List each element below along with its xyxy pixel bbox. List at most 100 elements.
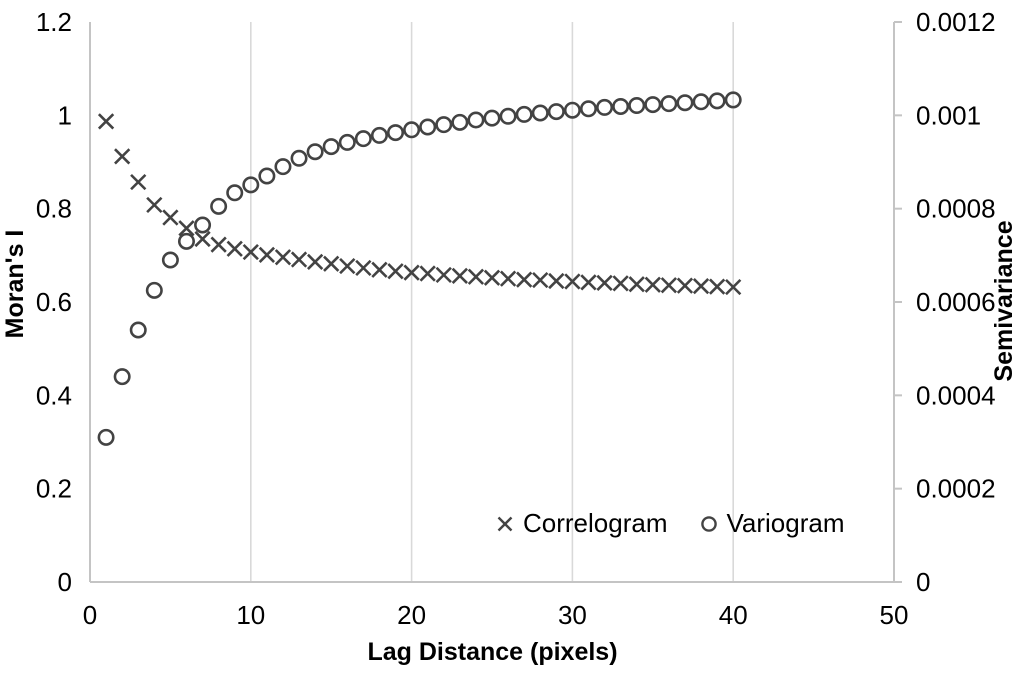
variogram-point (419, 118, 437, 136)
variogram-point (692, 93, 710, 111)
variogram-point (226, 184, 244, 202)
correlogram-point (564, 273, 581, 290)
x-axis-tick-label: 10 (236, 600, 265, 630)
variogram-point (612, 97, 630, 115)
right-axis-tick-label: 0.0002 (916, 474, 996, 504)
variogram-point (596, 98, 614, 116)
variogram-point (177, 232, 195, 250)
correlogram-point (210, 236, 227, 253)
variogram-point (113, 368, 131, 386)
right-axis-tick-label: 0.0004 (916, 380, 996, 410)
variogram-point (499, 107, 517, 125)
correlogram-point (644, 276, 661, 293)
correlogram-point (403, 264, 420, 281)
variogram-point (322, 138, 340, 156)
left-axis-tick-label: 0.8 (36, 194, 72, 224)
variogram-point (354, 130, 372, 148)
circle-marker-icon (700, 515, 717, 532)
right-axis-tick-label: 0 (916, 567, 930, 597)
legend-item-variogram: Variogram (698, 508, 845, 539)
correlogram-point (532, 271, 549, 289)
correlogram-point (162, 209, 179, 226)
x-axis-title: Lag Distance (pixels) (367, 638, 618, 666)
left-axis-title: Moran's I (1, 229, 29, 339)
variogram-point (210, 197, 228, 215)
right-axis-tick-label: 0.0006 (916, 287, 996, 317)
correlogram-point (146, 196, 163, 214)
variogram-point (531, 104, 549, 122)
variogram-point (467, 111, 485, 129)
correlogram-point (548, 272, 565, 290)
left-axis-tick-label: 0.4 (36, 380, 72, 410)
x-marker-icon (497, 516, 513, 531)
variogram-point (194, 216, 212, 234)
left-axis-tick-label: 0 (58, 567, 72, 597)
left-axis-tick-label: 1 (58, 100, 72, 130)
correlogram-point (194, 230, 211, 248)
correlogram-point (258, 246, 275, 263)
variogram-point (724, 91, 742, 109)
variogram-point (370, 126, 388, 144)
variogram-point (258, 167, 276, 185)
x-axis-tick-label: 0 (83, 600, 97, 630)
variogram-point (708, 92, 726, 110)
correlogram-point (516, 271, 533, 288)
correlogram-point (628, 276, 645, 293)
variogram-point (161, 251, 179, 269)
legend-label-variogram: Variogram (726, 508, 845, 538)
correlogram-point (178, 220, 195, 237)
variogram-point (403, 121, 421, 139)
correlogram-point (483, 269, 501, 286)
correlogram-point (226, 240, 243, 257)
x-axis-tick-label: 50 (880, 600, 909, 630)
x-axis-tick-label: 20 (397, 600, 426, 630)
right-axis-tick-label: 0.001 (916, 100, 981, 130)
correlogram-point (371, 261, 388, 278)
correlogram-point (355, 259, 372, 277)
variogram-point (563, 101, 581, 119)
correlogram-point (242, 243, 259, 261)
variogram-point (660, 95, 678, 113)
correlogram-point (307, 253, 324, 270)
correlogram-point (97, 113, 115, 130)
x-axis-tick-label: 40 (719, 600, 748, 630)
correlogram-point (660, 277, 677, 294)
variogram-point (306, 143, 324, 161)
x-axis-tick-label: 30 (558, 600, 587, 630)
legend-item-correlogram: Correlogram (494, 508, 668, 539)
variogram-point (97, 428, 115, 446)
correlogram-point (676, 277, 694, 294)
variogram-point (338, 133, 356, 151)
correlogram-point (130, 173, 147, 191)
correlogram-point (612, 275, 629, 292)
variogram-point (451, 113, 469, 131)
variogram-point (242, 176, 260, 194)
correlogram-point (709, 278, 726, 295)
correlogram-point (725, 278, 742, 296)
correlogram-point (339, 257, 356, 275)
left-axis-tick-label: 0.2 (36, 474, 72, 504)
variogram-point (628, 97, 646, 115)
correlogram-point (596, 274, 613, 291)
variogram-point (483, 109, 501, 127)
left-axis-tick-label: 1.2 (36, 7, 72, 37)
correlogram-point (323, 255, 340, 272)
variogram-point (290, 149, 308, 167)
correlogram-point (467, 268, 485, 285)
correlogram-point (499, 270, 517, 287)
left-axis-tick-label: 0.6 (36, 287, 72, 317)
variogram-point (129, 321, 147, 339)
legend-label-correlogram: Correlogram (523, 508, 668, 538)
variogram-point (145, 281, 163, 299)
variogram-point (387, 124, 405, 142)
correlogram-point (435, 266, 452, 284)
correlogram-point (692, 278, 710, 295)
right-axis-tick-label: 0.0008 (916, 194, 996, 224)
variogram-point (579, 100, 597, 118)
correlogram-point (387, 263, 404, 280)
correlogram-point (419, 265, 436, 282)
correlogram-point (580, 274, 597, 291)
variogram-point (515, 105, 533, 123)
